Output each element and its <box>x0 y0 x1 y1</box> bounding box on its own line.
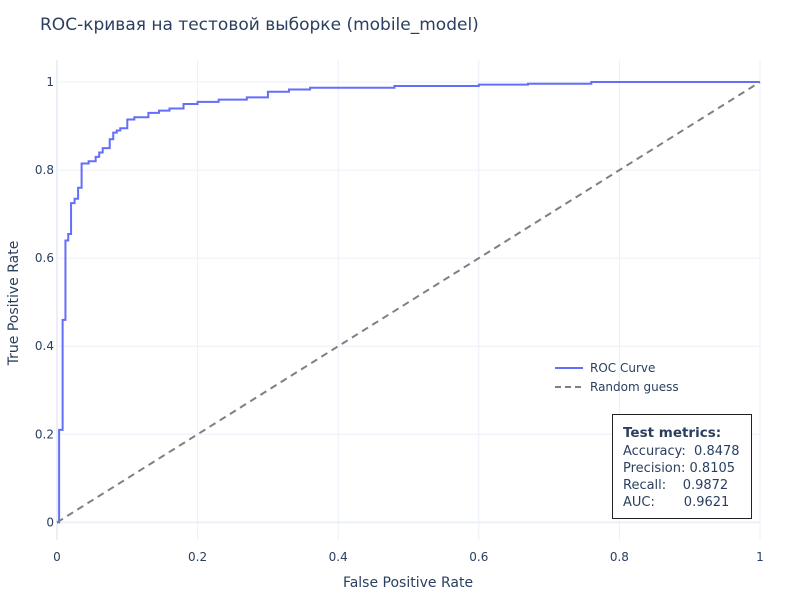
legend[interactable]: ROC Curve Random guess <box>555 361 679 394</box>
y-tick-label: 0.8 <box>35 163 54 177</box>
x-axis-title: False Positive Rate <box>343 575 473 591</box>
metric-recall: Recall: 0.9872 <box>623 478 729 493</box>
x-tick-label: 0.8 <box>610 550 629 564</box>
y-tick-label: 1 <box>46 75 54 89</box>
chart-title: ROC-кривая на тестовой выборке (mobile_m… <box>40 15 479 35</box>
x-tick-label: 0 <box>53 550 61 564</box>
series <box>56 81 761 524</box>
x-tick-label: 1 <box>756 550 764 564</box>
metrics-annotation: Test metrics: Accuracy: 0.8478 Precision… <box>612 414 752 519</box>
legend-item-random-guess[interactable]: Random guess <box>555 380 679 394</box>
y-tick-label: 0.2 <box>35 427 54 441</box>
metric-precision: Precision: 0.8105 <box>623 461 736 476</box>
legend-label-random-guess: Random guess <box>590 380 679 394</box>
metric-auc: AUC: 0.9621 <box>623 495 730 510</box>
x-tick-label: 0.6 <box>469 550 488 564</box>
y-tick-label: 0 <box>46 515 54 529</box>
y-tick-label: 0.6 <box>35 251 54 265</box>
series-line-random-guess <box>56 81 761 524</box>
metric-accuracy: Accuracy: 0.8478 <box>623 444 740 459</box>
y-tick-label: 0.4 <box>35 339 54 353</box>
series-line-roc-curve <box>57 81 760 524</box>
legend-item-roc-curve[interactable]: ROC Curve <box>555 361 655 375</box>
x-axis-ticks: 0 0.2 0.4 0.6 0.8 1 <box>53 550 764 564</box>
metrics-title: Test metrics: <box>623 425 722 441</box>
legend-label-roc-curve: ROC Curve <box>590 361 655 375</box>
y-axis-ticks: 0 0.2 0.4 0.6 0.8 1 <box>35 75 54 529</box>
x-tick-label: 0.4 <box>329 550 348 564</box>
x-tick-label: 0.2 <box>188 550 207 564</box>
y-axis-title: True Positive Rate <box>6 241 22 367</box>
